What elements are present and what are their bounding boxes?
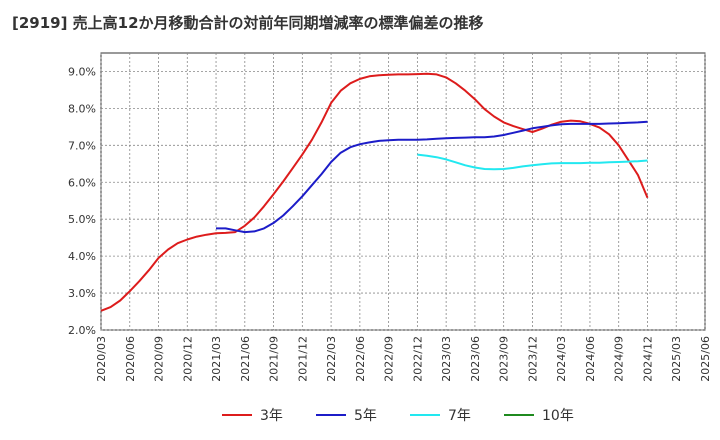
legend-item: 7年 <box>410 404 471 426</box>
legend: 3年 5年 7年 10年 <box>0 404 720 426</box>
x-tick-label: 2024/06 <box>584 336 597 382</box>
x-tick-label: 2024/03 <box>555 336 568 382</box>
legend-label: 5年 <box>354 408 377 424</box>
legend-swatch <box>504 414 534 416</box>
x-tick-label: 2021/03 <box>210 336 223 382</box>
legend-label: 10年 <box>542 408 574 424</box>
x-tick-label: 2020/03 <box>95 336 108 382</box>
x-tick-label: 2024/12 <box>641 336 654 382</box>
series-line-3年 <box>100 72 649 312</box>
x-tick-label: 2022/06 <box>354 336 367 382</box>
x-tick-label: 2020/09 <box>153 336 166 382</box>
legend-swatch <box>410 414 440 416</box>
y-tick-label: 9.0% <box>68 65 96 78</box>
x-tick-label: 2020/06 <box>124 336 137 382</box>
x-tick-label: 2024/09 <box>613 336 626 382</box>
legend-label: 3年 <box>260 408 283 424</box>
legend-item: 5年 <box>316 404 377 426</box>
y-tick-label: 6.0% <box>68 176 96 189</box>
series-line-5年 <box>216 120 648 234</box>
y-tick-label: 3.0% <box>68 287 96 300</box>
x-tick-label: 2021/12 <box>296 336 309 382</box>
x-tick-label: 2022/12 <box>411 336 424 382</box>
x-tick-label: 2022/09 <box>383 336 396 382</box>
x-tick-label: 2021/09 <box>268 336 281 382</box>
x-tick-label: 2023/12 <box>526 336 539 382</box>
x-tick-label: 2025/06 <box>699 336 712 382</box>
x-tick-label: 2025/03 <box>670 336 683 382</box>
legend-item: 10年 <box>504 404 574 426</box>
y-tick-label: 8.0% <box>68 102 96 115</box>
y-tick-label: 7.0% <box>68 139 96 152</box>
x-tick-label: 2023/09 <box>498 336 511 382</box>
x-tick-label: 2023/03 <box>440 336 453 382</box>
x-tick-label: 2021/06 <box>239 336 252 382</box>
y-tick-label: 4.0% <box>68 250 96 263</box>
x-tick-label: 2020/12 <box>181 336 194 382</box>
line-chart: 2.0% 3.0% 4.0% 5.0% 6.0% 7.0% 8.0% 9.0% 2020/03 2… <box>68 52 712 382</box>
legend-swatch <box>222 414 252 416</box>
y-tick-label: 5.0% <box>68 213 96 226</box>
chart-title: [2919] 売上高12か月移動合計の対前年同期増減率の標準偏差の推移 <box>12 14 484 32</box>
x-tick-label: 2023/06 <box>469 336 482 382</box>
legend-item: 3年 <box>222 404 283 426</box>
series-line-7年 <box>417 153 648 171</box>
legend-label: 7年 <box>448 408 471 424</box>
plot-area <box>100 52 706 331</box>
legend-swatch <box>316 414 346 416</box>
x-tick-label: 2022/03 <box>325 336 338 382</box>
y-tick-label: 2.0% <box>68 324 96 337</box>
